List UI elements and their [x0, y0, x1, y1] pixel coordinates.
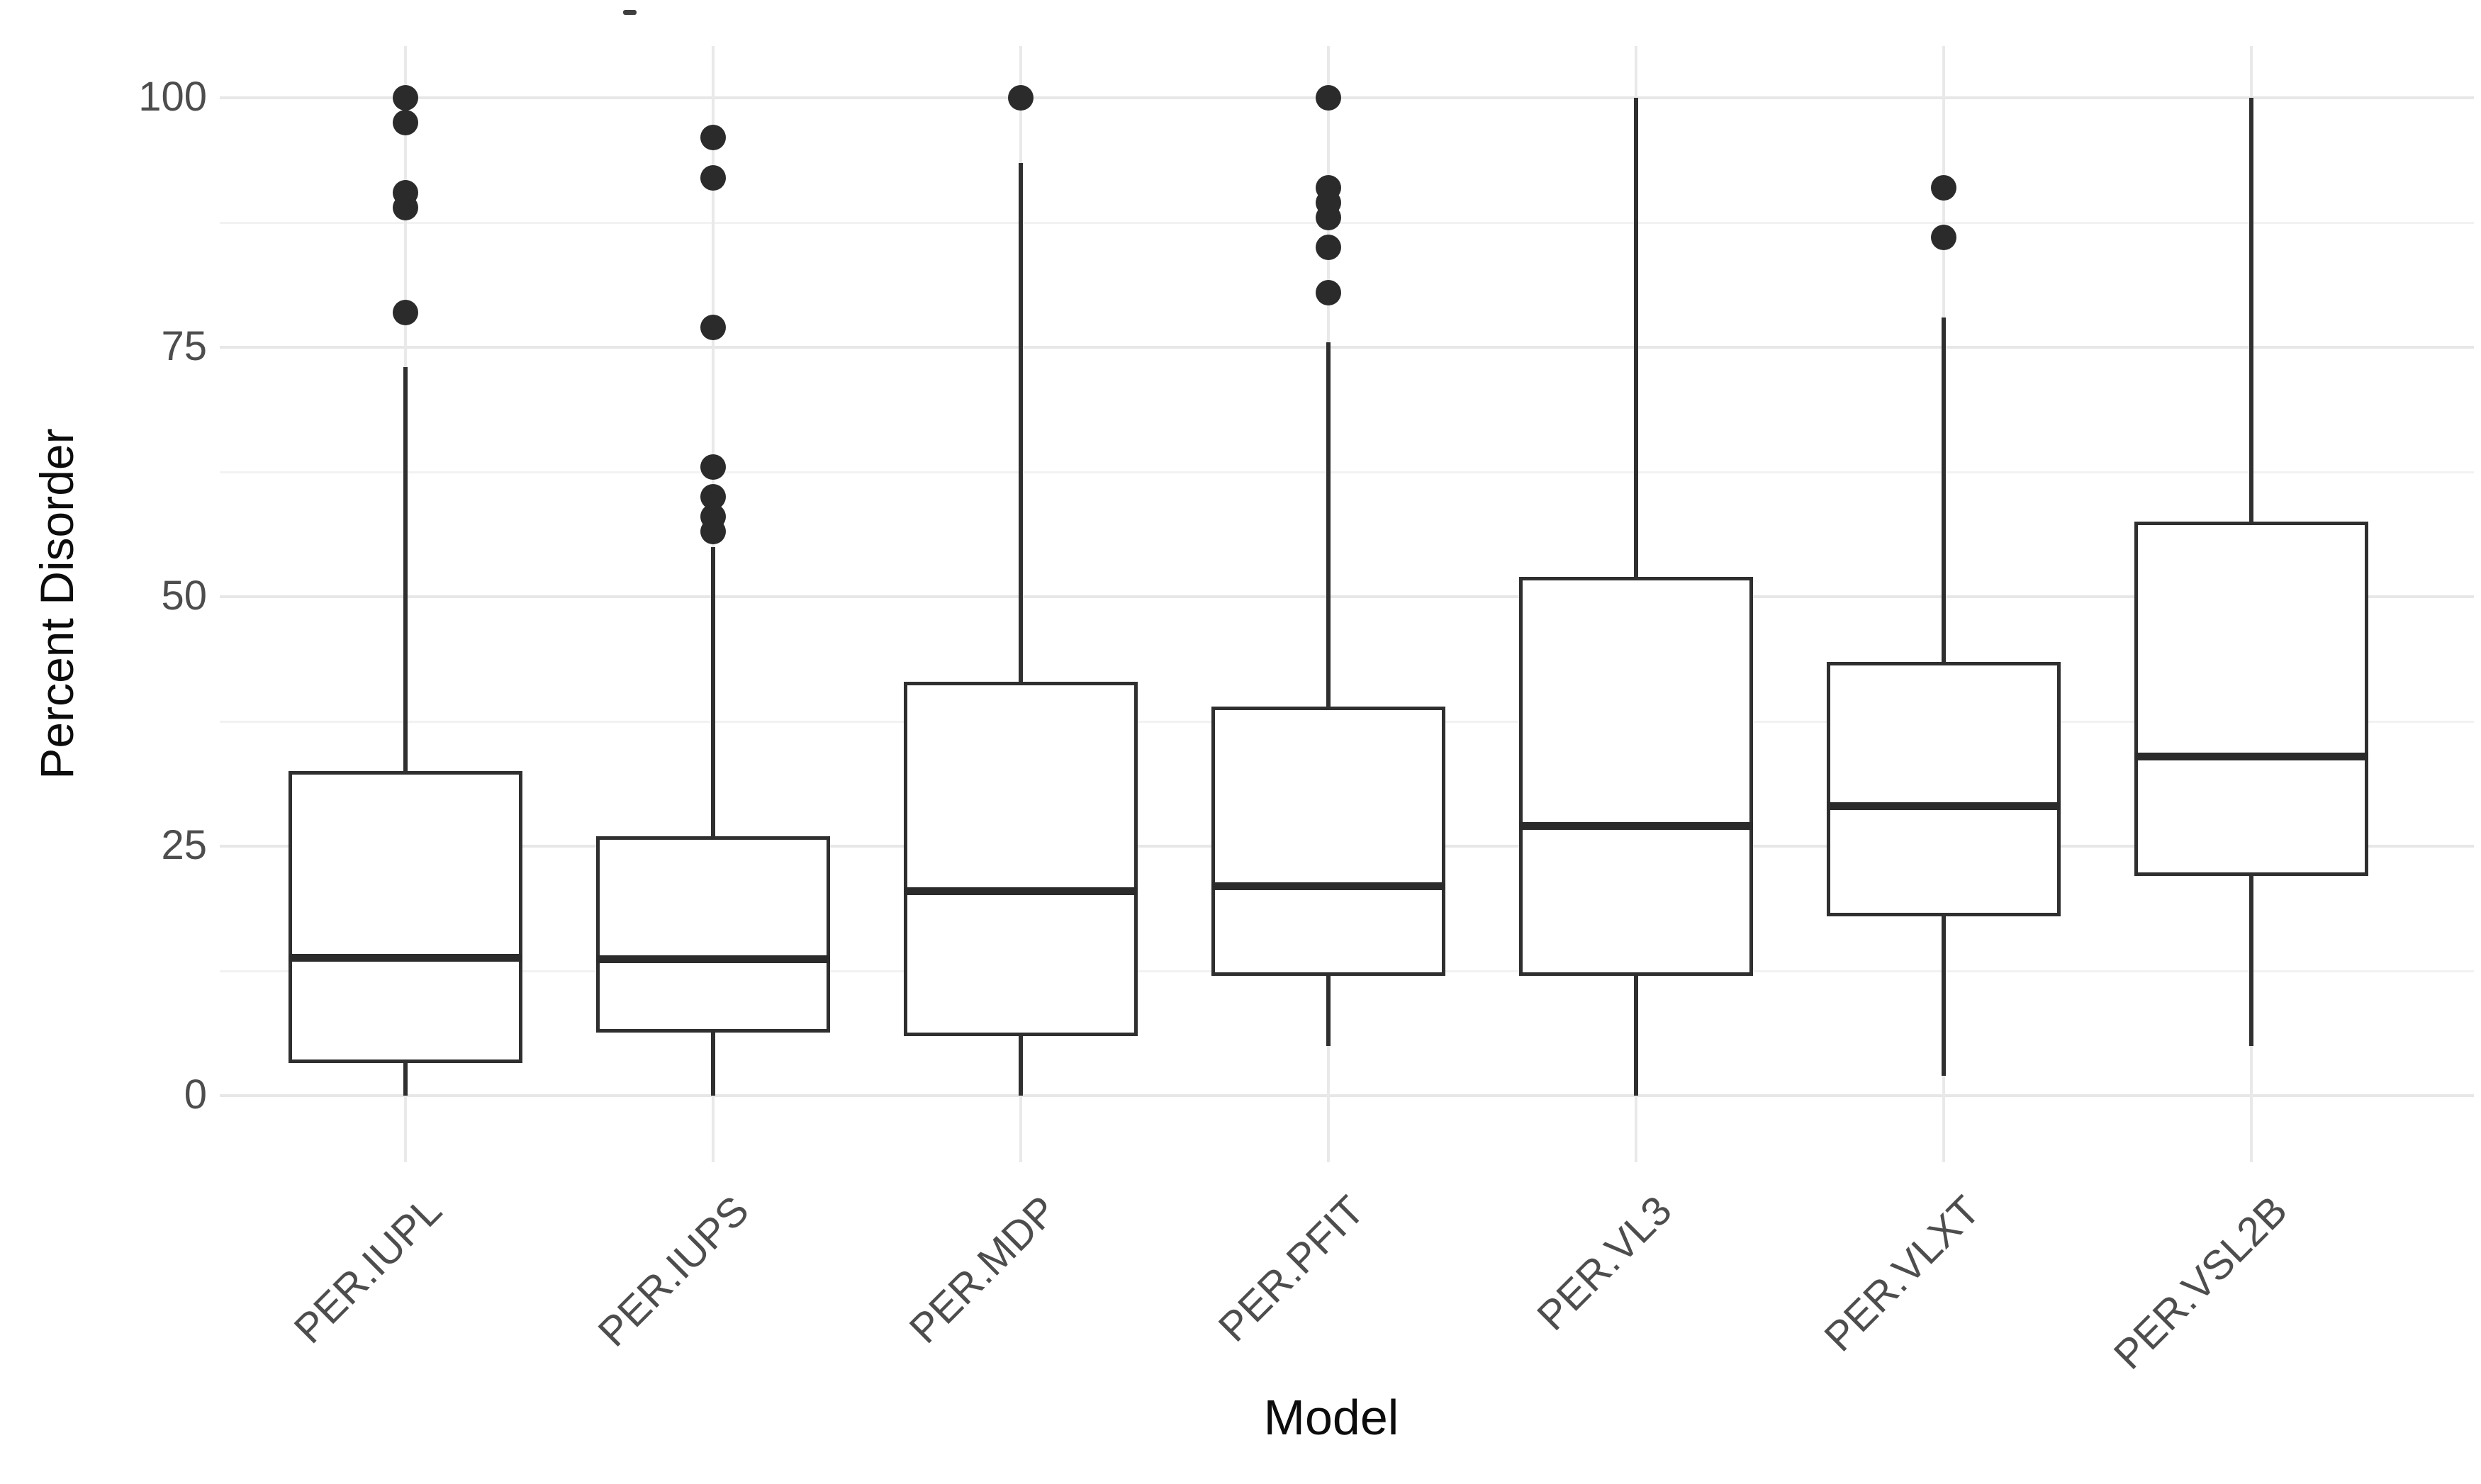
outlier-dot: [1316, 174, 1341, 201]
gridline-minor: [220, 221, 2474, 224]
box-PER.IUPL: [289, 771, 522, 1063]
outlier-dot: [700, 125, 726, 151]
y-tick-label: 100: [138, 73, 207, 120]
box-PER.VLXT: [1827, 661, 2061, 916]
gridline-major: [220, 595, 2474, 598]
outlier-dot: [700, 314, 726, 340]
median-PER.VSL2B: [2134, 752, 2368, 760]
whisker-upper: [1326, 342, 1331, 707]
box-PER.IUPS: [596, 836, 830, 1033]
stray-mark: [623, 10, 637, 15]
x-tick-label-PER.IUPL: PER.IUPL: [285, 1187, 451, 1353]
gridline-major: [220, 96, 2474, 99]
y-tick-label: 25: [161, 821, 207, 868]
whisker-lower: [1019, 1035, 1023, 1096]
x-tick-label-PER.VSL2B: PER.VSL2B: [2105, 1187, 2297, 1378]
box-PER.VSL2B: [2134, 522, 2368, 877]
whisker-upper: [403, 367, 408, 772]
x-tick-label-PER.PFIT: PER.PFIT: [1209, 1187, 1374, 1351]
y-axis-title: Percent Disorder: [30, 428, 83, 780]
median-PER.MDP: [904, 887, 1138, 895]
whisker-upper: [2249, 98, 2253, 522]
median-PER.IUPL: [289, 954, 522, 962]
gridline-major: [220, 1094, 2474, 1097]
whisker-lower: [2249, 876, 2253, 1046]
y-tick-label: 0: [184, 1071, 207, 1118]
x-axis-title: Model: [1263, 1390, 1399, 1445]
outlier-dot: [393, 110, 418, 136]
outlier-dot: [700, 164, 726, 191]
gridline-major: [220, 346, 2474, 349]
gridline-minor: [220, 471, 2474, 473]
outlier-dot: [1931, 174, 1956, 201]
outlier-dot: [700, 484, 726, 510]
whisker-lower: [711, 1033, 715, 1096]
x-tick-label-PER.VL3: PER.VL3: [1528, 1187, 1681, 1339]
whisker-lower: [403, 1062, 408, 1096]
outlier-dot: [1316, 279, 1341, 305]
whisker-lower: [1634, 976, 1638, 1096]
whisker-lower: [1942, 916, 1946, 1076]
whisker-upper: [1634, 98, 1638, 577]
whisker-upper: [711, 546, 715, 836]
outlier-dot: [393, 179, 418, 206]
median-PER.VLXT: [1827, 802, 2061, 811]
box-PER.MDP: [904, 681, 1138, 1036]
outlier-dot: [393, 85, 418, 111]
outlier-dot: [700, 454, 726, 480]
median-PER.PFIT: [1211, 882, 1445, 890]
outlier-dot: [1316, 85, 1341, 111]
box-PER.PFIT: [1211, 706, 1445, 977]
outlier-dot: [1316, 235, 1341, 261]
outlier-dot: [1008, 85, 1034, 111]
box-PER.VL3: [1519, 576, 1753, 977]
median-PER.VL3: [1519, 822, 1753, 831]
y-tick-label: 50: [161, 572, 207, 619]
median-PER.IUPS: [596, 955, 830, 963]
whisker-upper: [1019, 162, 1023, 682]
x-tick-label-PER.IUPS: PER.IUPS: [589, 1187, 758, 1356]
y-tick-label: 75: [161, 322, 207, 369]
outlier-dot: [1931, 225, 1956, 251]
x-tick-label-PER.MDP: PER.MDP: [900, 1187, 1066, 1352]
x-tick-label-PER.VLXT: PER.VLXT: [1815, 1187, 1989, 1361]
whisker-upper: [1942, 317, 1946, 662]
outlier-dot: [393, 299, 418, 325]
whisker-lower: [1326, 976, 1331, 1046]
